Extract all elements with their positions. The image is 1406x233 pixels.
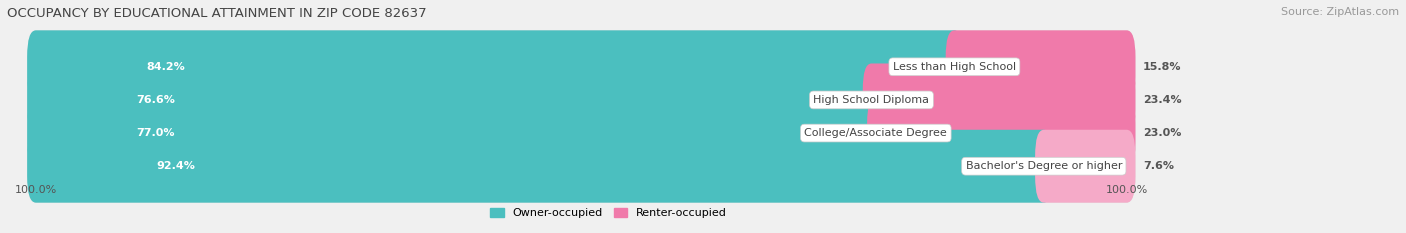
FancyBboxPatch shape xyxy=(27,130,1136,203)
Text: 23.0%: 23.0% xyxy=(1143,128,1181,138)
FancyBboxPatch shape xyxy=(27,97,1136,170)
Legend: Owner-occupied, Renter-occupied: Owner-occupied, Renter-occupied xyxy=(491,208,727,218)
FancyBboxPatch shape xyxy=(27,130,1053,203)
Text: 15.8%: 15.8% xyxy=(1143,62,1181,72)
FancyBboxPatch shape xyxy=(27,30,963,103)
Text: Less than High School: Less than High School xyxy=(893,62,1017,72)
Text: 84.2%: 84.2% xyxy=(146,62,184,72)
Text: 76.6%: 76.6% xyxy=(136,95,174,105)
FancyBboxPatch shape xyxy=(1035,130,1136,203)
Text: Bachelor's Degree or higher: Bachelor's Degree or higher xyxy=(966,161,1122,171)
FancyBboxPatch shape xyxy=(946,30,1136,103)
Text: 100.0%: 100.0% xyxy=(14,185,58,195)
FancyBboxPatch shape xyxy=(27,30,1136,103)
Text: High School Diploma: High School Diploma xyxy=(814,95,929,105)
FancyBboxPatch shape xyxy=(27,97,884,170)
FancyBboxPatch shape xyxy=(868,97,1136,170)
FancyBboxPatch shape xyxy=(27,63,880,136)
Text: College/Associate Degree: College/Associate Degree xyxy=(804,128,948,138)
Text: 77.0%: 77.0% xyxy=(136,128,176,138)
Text: 100.0%: 100.0% xyxy=(1105,185,1147,195)
FancyBboxPatch shape xyxy=(863,63,1136,136)
Text: 92.4%: 92.4% xyxy=(157,161,195,171)
FancyBboxPatch shape xyxy=(27,63,1136,136)
Text: 7.6%: 7.6% xyxy=(1143,161,1174,171)
Text: Source: ZipAtlas.com: Source: ZipAtlas.com xyxy=(1281,7,1399,17)
Text: 23.4%: 23.4% xyxy=(1143,95,1181,105)
Text: OCCUPANCY BY EDUCATIONAL ATTAINMENT IN ZIP CODE 82637: OCCUPANCY BY EDUCATIONAL ATTAINMENT IN Z… xyxy=(7,7,426,20)
